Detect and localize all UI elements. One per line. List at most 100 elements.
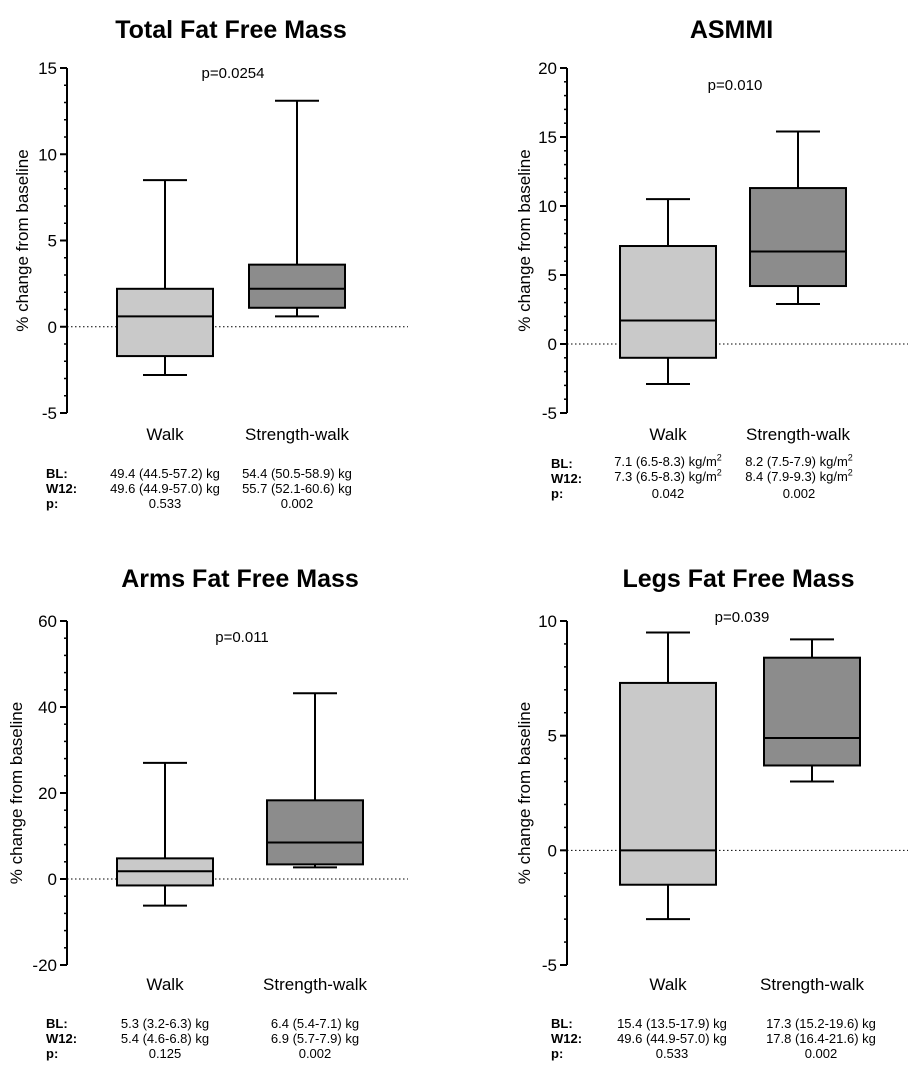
stats-cell-walk: 5.3 (3.2-6.3) kg bbox=[85, 1016, 245, 1031]
chart-title: Arms Fat Free Mass bbox=[121, 565, 359, 593]
stats-cell-text: 8.2 (7.5-7.9) kg/m bbox=[745, 454, 848, 469]
stats-table: BL: 49.4 (44.5-57.2) kg 54.4 (50.5-58.9) k… bbox=[46, 466, 387, 514]
p-value-annotation: p=0.039 bbox=[715, 609, 770, 626]
stats-table: BL: 7.1 (6.5-8.3) kg/m2 8.2 (7.5-7.9) kg/m… bbox=[551, 452, 889, 504]
stats-cell-strength-walk: 8.4 (7.9-9.3) kg/m2 bbox=[719, 467, 879, 484]
stats-table: BL: 15.4 (13.5-17.9) kg 17.3 (15.2-19.6) k… bbox=[551, 1016, 909, 1064]
y-tick-label: -5 bbox=[542, 404, 557, 423]
category-label: Walk bbox=[146, 425, 184, 444]
stats-cell-walk: 0.125 bbox=[85, 1046, 245, 1061]
stats-cell-text: 0.002 bbox=[298, 1046, 332, 1061]
y-tick-label: 0 bbox=[548, 841, 557, 860]
iqr-box bbox=[266, 799, 364, 866]
stats-cell-walk: 7.3 (6.5-8.3) kg/m2 bbox=[588, 467, 748, 484]
stats-cell-strength-walk: 0.002 bbox=[719, 486, 879, 501]
stats-cell-text: 7.3 (6.5-8.3) kg/m bbox=[614, 469, 717, 484]
stats-cell-walk: 0.533 bbox=[85, 496, 245, 511]
y-tick-label: -5 bbox=[542, 956, 557, 975]
y-tick-label: 0 bbox=[548, 335, 557, 354]
stats-row-label: BL: bbox=[46, 466, 68, 481]
p-value-annotation: p=0.010 bbox=[708, 77, 763, 94]
stats-cell-walk: 49.6 (44.9-57.0) kg bbox=[592, 1031, 752, 1046]
stats-cell-strength-walk: 55.7 (52.1-60.6) kg bbox=[217, 481, 377, 496]
stats-cell-walk: 49.6 (44.9-57.0) kg bbox=[85, 481, 245, 496]
y-axis-label: % change from baseline bbox=[515, 702, 534, 884]
y-tick-label: 40 bbox=[38, 698, 57, 717]
stats-cell-text: 0.533 bbox=[655, 1046, 689, 1061]
p-value-annotation: p=0.0254 bbox=[202, 65, 265, 82]
stats-cell-walk: 15.4 (13.5-17.9) kg bbox=[592, 1016, 752, 1031]
chart-panel-4: Legs Fat Free Mass p=0.039 -5 0 5 10 % change … bbox=[515, 565, 908, 994]
stats-cell-strength-walk: 17.3 (15.2-19.6) kg bbox=[741, 1016, 901, 1031]
stats-row-label: W12: bbox=[46, 1031, 78, 1046]
iqr-box bbox=[619, 681, 717, 886]
stats-row-label: BL: bbox=[551, 456, 573, 471]
category-label: Walk bbox=[649, 425, 687, 444]
stats-cell-text: 54.4 (50.5-58.9) kg bbox=[242, 466, 352, 481]
category-label: Strength-walk bbox=[245, 425, 349, 444]
chart-panel-3: Arms Fat Free Mass p=0.011 -20 0 20 40 60 % cha… bbox=[7, 565, 408, 994]
stats-cell-text: 0.002 bbox=[804, 1046, 838, 1061]
category-label: Strength-walk bbox=[760, 975, 864, 994]
category-label: Walk bbox=[146, 975, 184, 994]
stats-cell-text: 0.125 bbox=[148, 1046, 182, 1061]
stats-cell-walk: 5.4 (4.6-6.8) kg bbox=[85, 1031, 245, 1046]
y-tick-label: 10 bbox=[38, 145, 57, 164]
p-value-annotation: p=0.011 bbox=[215, 629, 269, 646]
y-axis-label: % change from baseline bbox=[515, 149, 534, 331]
stats-cell-text: 8.4 (7.9-9.3) kg/m bbox=[745, 469, 848, 484]
stats-row-label: W12: bbox=[46, 481, 78, 496]
stats-row-label: p: bbox=[46, 496, 59, 511]
stats-cell-text: 49.6 (44.9-57.0) kg bbox=[110, 481, 220, 496]
stats-cell-text: 7.1 (6.5-8.3) kg/m bbox=[614, 454, 717, 469]
unit-superscript: 2 bbox=[847, 467, 853, 478]
iqr-box bbox=[763, 656, 861, 767]
y-tick-label: 10 bbox=[538, 612, 557, 631]
box-walk bbox=[619, 631, 717, 921]
y-tick-label: 60 bbox=[38, 612, 57, 631]
stats-cell-text: 0.533 bbox=[148, 496, 182, 511]
box-strength-walk bbox=[248, 99, 346, 318]
category-label: Walk bbox=[649, 975, 687, 994]
y-axis-label: % change from baseline bbox=[7, 702, 26, 884]
category-label: Strength-walk bbox=[263, 975, 367, 994]
y-tick-label: 5 bbox=[548, 266, 557, 285]
stats-row-label: p: bbox=[46, 1046, 59, 1061]
stats-table: BL: 5.3 (3.2-6.3) kg 6.4 (5.4-7.1) kg W12: 5… bbox=[46, 1016, 405, 1064]
box-walk bbox=[116, 179, 214, 377]
chart-panel-1: Total Fat Free Mass p=0.0254 -5 0 5 10 15 % cha… bbox=[13, 16, 408, 444]
stats-cell-walk: 0.533 bbox=[592, 1046, 752, 1061]
unit-superscript: 2 bbox=[716, 467, 722, 478]
stats-cell-strength-walk: 6.4 (5.4-7.1) kg bbox=[235, 1016, 395, 1031]
stats-cell-text: 5.3 (3.2-6.3) kg bbox=[120, 1016, 210, 1031]
stats-cell-text: 6.9 (5.7-7.9) kg bbox=[270, 1031, 360, 1046]
y-tick-label: 5 bbox=[48, 232, 57, 251]
stats-cell-text: 49.6 (44.9-57.0) kg bbox=[617, 1031, 727, 1046]
stats-row-label: W12: bbox=[551, 1031, 583, 1046]
stats-row-label: BL: bbox=[46, 1016, 68, 1031]
y-tick-label: 0 bbox=[48, 870, 57, 889]
stats-cell-strength-walk: 17.8 (16.4-21.6) kg bbox=[741, 1031, 901, 1046]
y-tick-label: -20 bbox=[32, 956, 57, 975]
stats-cell-strength-walk: 6.9 (5.7-7.9) kg bbox=[235, 1031, 395, 1046]
stats-cell-strength-walk: 0.002 bbox=[741, 1046, 901, 1061]
stats-row-label: p: bbox=[551, 1046, 564, 1061]
chart-title: ASMMI bbox=[690, 16, 773, 44]
unit-superscript: 2 bbox=[716, 452, 722, 463]
chart-title: Legs Fat Free Mass bbox=[622, 565, 854, 593]
stats-cell-strength-walk: 0.002 bbox=[235, 1046, 395, 1061]
box-strength-walk bbox=[266, 692, 364, 869]
box-walk bbox=[116, 761, 214, 907]
iqr-box bbox=[116, 287, 214, 358]
stats-cell-strength-walk: 8.2 (7.5-7.9) kg/m 2 bbox=[719, 453, 879, 469]
box-strength-walk bbox=[763, 638, 861, 783]
stats-cell-strength-walk: 0.002 bbox=[217, 496, 377, 511]
stats-cell-walk: 7.1 (6.5-8.3) kg/m2 bbox=[588, 452, 748, 469]
y-tick-label: 20 bbox=[538, 59, 557, 78]
y-axis-label: % change from baseline bbox=[13, 149, 32, 331]
stats-row-label: W12: bbox=[551, 471, 583, 486]
y-tick-label: 5 bbox=[548, 727, 557, 746]
stats-cell-walk: 0.042 bbox=[588, 486, 748, 501]
y-tick-label: -5 bbox=[42, 404, 57, 423]
